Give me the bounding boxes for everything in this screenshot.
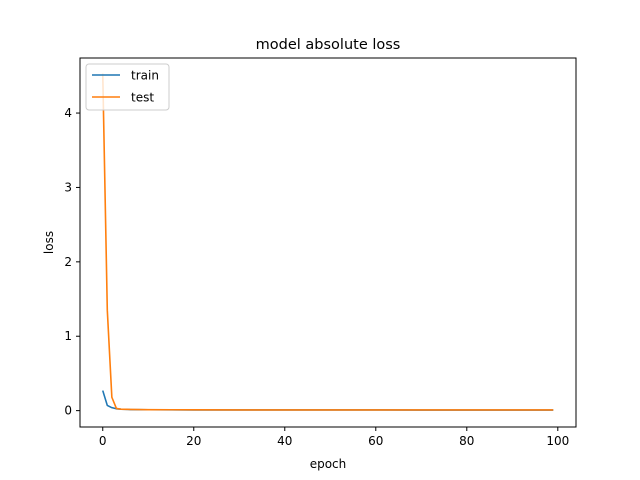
series-line-train (101, 390, 554, 411)
y-tick-label: 0 (64, 404, 72, 418)
x-tick-label: 100 (546, 434, 569, 448)
y-tick-label: 3 (64, 180, 72, 194)
y-tick-label: 2 (64, 255, 72, 269)
plot-area (101, 73, 554, 411)
y-tick-label: 4 (64, 106, 72, 120)
x-axis-label: epoch (310, 457, 347, 471)
chart-title: model absolute loss (256, 37, 401, 53)
x-tick-label: 40 (277, 434, 292, 448)
series-line-test (101, 73, 554, 411)
legend-label-test: test (131, 91, 154, 105)
y-axis-label: loss (42, 231, 56, 254)
x-tick-label: 20 (186, 434, 201, 448)
x-axis: 0 20 40 60 80 100 (99, 427, 569, 448)
x-tick-label: 80 (459, 434, 474, 448)
y-tick-label: 1 (64, 329, 72, 343)
x-tick-label: 60 (368, 434, 383, 448)
legend-label-train: train (131, 69, 159, 83)
y-axis: 0 1 2 3 4 (64, 106, 80, 418)
x-tick-label: 0 (99, 434, 107, 448)
legend: train test (85, 63, 170, 111)
axes-frame (79, 57, 577, 428)
